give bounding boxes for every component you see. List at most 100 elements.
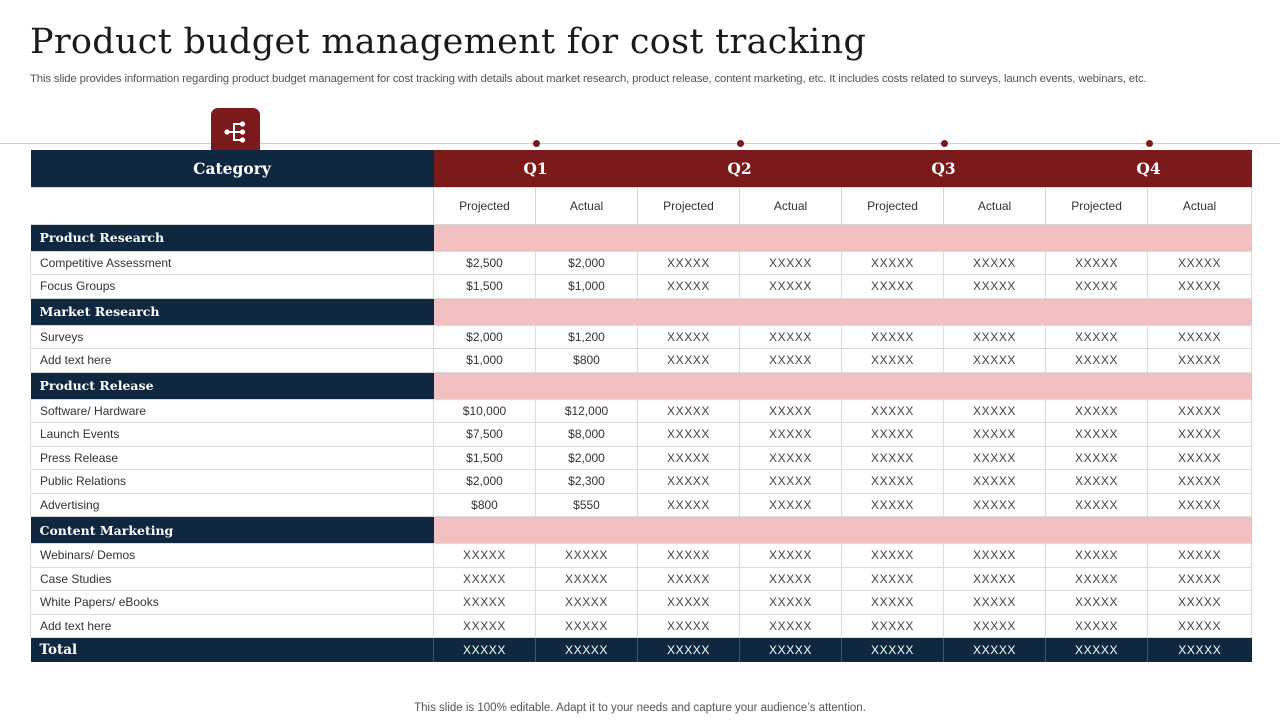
- table-row: Focus Groups $1,500 $1,000 XXXXX XXXXX XXXXX X…: [30, 274, 1253, 299]
- value-cell: XXXXX: [1147, 274, 1253, 299]
- page-title: Product budget management for cost track…: [30, 22, 867, 62]
- value-cell: XXXXX: [637, 445, 741, 470]
- value-cell: XXXXX: [637, 543, 741, 568]
- value-cell: XXXXX: [1147, 543, 1253, 568]
- value-cell: $2,300: [534, 469, 639, 494]
- section-fill: [433, 372, 1252, 399]
- table-row: Add text here $1,000 $800 XXXXX XXXXX XXXXX XX…: [30, 348, 1253, 373]
- value-cell: XXXXX: [637, 274, 741, 299]
- value-cell: XXXXX: [1147, 469, 1253, 494]
- value-cell: XXXXX: [739, 469, 843, 494]
- value-cell: XXXXX: [1045, 324, 1149, 349]
- table-row: Software/ Hardware $10,000 $12,000 XXXXX XXX…: [30, 398, 1253, 423]
- row-label: Focus Groups: [30, 274, 434, 299]
- value-cell: XXXXX: [739, 422, 843, 447]
- total-row: Total XXXXX XXXXX XXXXX XXXXX XXXXX XXXXX XXXXX…: [30, 637, 1252, 662]
- value-cell: XXXXX: [943, 492, 1047, 517]
- page-subtitle: This slide provides information regardin…: [30, 73, 1147, 85]
- value-cell: XXXXX: [739, 348, 843, 373]
- value-cell: XXXXX: [943, 445, 1047, 470]
- row-label: Webinars/ Demos: [30, 543, 434, 568]
- section-row: Content Marketing: [30, 516, 1252, 544]
- actual-header-q2: Actual: [739, 186, 843, 225]
- value-cell: XXXXX: [1147, 398, 1253, 423]
- table-row: Case Studies XXXXX XXXXX XXXXX XXXXX XXXXX XXX…: [30, 566, 1253, 591]
- section-fill: [433, 224, 1252, 251]
- value-cell: XXXXX: [943, 590, 1047, 615]
- total-value-cell: XXXXX: [637, 637, 740, 662]
- value-cell: $800: [534, 348, 639, 373]
- value-cell: XXXXX: [1045, 566, 1149, 591]
- value-cell: XXXXX: [841, 398, 945, 423]
- value-cell: XXXXX: [943, 250, 1047, 275]
- value-cell: XXXXX: [1147, 422, 1253, 447]
- value-cell: $1,000: [534, 274, 639, 299]
- value-cell: XXXXX: [637, 492, 741, 517]
- timeline-rule: [0, 143, 1280, 144]
- total-value-cell: XXXXX: [739, 637, 842, 662]
- timeline-dot-q2: [737, 140, 744, 147]
- value-cell: XXXXX: [1045, 422, 1149, 447]
- section-row: Product Release: [30, 372, 1252, 399]
- value-cell: XXXXX: [637, 590, 741, 615]
- category-badge: [211, 108, 260, 156]
- quarter-header-q2: Q2: [637, 150, 842, 187]
- value-cell: XXXXX: [1045, 613, 1149, 638]
- value-cell: XXXXX: [1147, 590, 1253, 615]
- value-cell: XXXXX: [739, 590, 843, 615]
- section-row: Market Research: [30, 298, 1252, 325]
- table-header-row: Category Q1 Q2 Q3 Q4: [30, 150, 1252, 187]
- value-cell: XXXXX: [739, 613, 843, 638]
- section-label: Product Research: [30, 224, 434, 251]
- actual-header-q4: Actual: [1147, 186, 1253, 225]
- value-cell: XXXXX: [1147, 250, 1253, 275]
- table-row: Public Relations $2,000 $2,300 XXXXX XXXXX XX…: [30, 469, 1253, 494]
- table-row: Launch Events $7,500 $8,000 XXXXX XXXXX XXXXX…: [30, 422, 1253, 447]
- value-cell: XXXXX: [739, 398, 843, 423]
- value-cell: $7,500: [433, 422, 536, 447]
- value-cell: XXXXX: [943, 543, 1047, 568]
- value-cell: XXXXX: [433, 613, 536, 638]
- table-row: Add text here XXXXX XXXXX XXXXX XXXXX XXXXX XX…: [30, 613, 1253, 638]
- total-value-cell: XXXXX: [841, 637, 944, 662]
- value-cell: $8,000: [534, 422, 639, 447]
- value-cell: XXXXX: [534, 566, 639, 591]
- table-row: Advertising $800 $550 XXXXX XXXXX XXXXX XXXXX X…: [30, 492, 1253, 517]
- category-subheader-blank: [30, 186, 434, 225]
- value-cell: XXXXX: [943, 324, 1047, 349]
- quarter-header-q4: Q4: [1045, 150, 1252, 187]
- section-fill: [433, 298, 1252, 325]
- value-cell: $12,000: [534, 398, 639, 423]
- value-cell: XXXXX: [1045, 492, 1149, 517]
- row-label: Public Relations: [30, 469, 434, 494]
- value-cell: $1,500: [433, 445, 536, 470]
- value-cell: XXXXX: [637, 250, 741, 275]
- row-label: Add text here: [30, 348, 434, 373]
- value-cell: XXXXX: [637, 422, 741, 447]
- total-value-cell: XXXXX: [943, 637, 1046, 662]
- value-cell: XXXXX: [534, 543, 639, 568]
- value-cell: XXXXX: [1045, 590, 1149, 615]
- row-label: Case Studies: [30, 566, 434, 591]
- value-cell: XXXXX: [637, 398, 741, 423]
- quarter-header-q3: Q3: [841, 150, 1046, 187]
- actual-header-q1: Actual: [534, 186, 639, 225]
- value-cell: XXXXX: [637, 469, 741, 494]
- projected-header-q2: Projected: [637, 186, 741, 225]
- value-cell: XXXXX: [841, 445, 945, 470]
- value-cell: XXXXX: [1045, 543, 1149, 568]
- projected-header-q4: Projected: [1045, 186, 1149, 225]
- table-row: Competitive Assessment $2,500 $2,000 XXXXX X…: [30, 250, 1253, 275]
- section-label: Market Research: [30, 298, 434, 325]
- value-cell: XXXXX: [534, 613, 639, 638]
- value-cell: XXXXX: [1147, 324, 1253, 349]
- value-cell: XXXXX: [433, 543, 536, 568]
- value-cell: $1,500: [433, 274, 536, 299]
- row-label: Software/ Hardware: [30, 398, 434, 423]
- value-cell: XXXXX: [637, 348, 741, 373]
- value-cell: XXXXX: [1147, 492, 1253, 517]
- value-cell: XXXXX: [943, 613, 1047, 638]
- value-cell: XXXXX: [1045, 274, 1149, 299]
- value-cell: XXXXX: [841, 543, 945, 568]
- row-label: Surveys: [30, 324, 434, 349]
